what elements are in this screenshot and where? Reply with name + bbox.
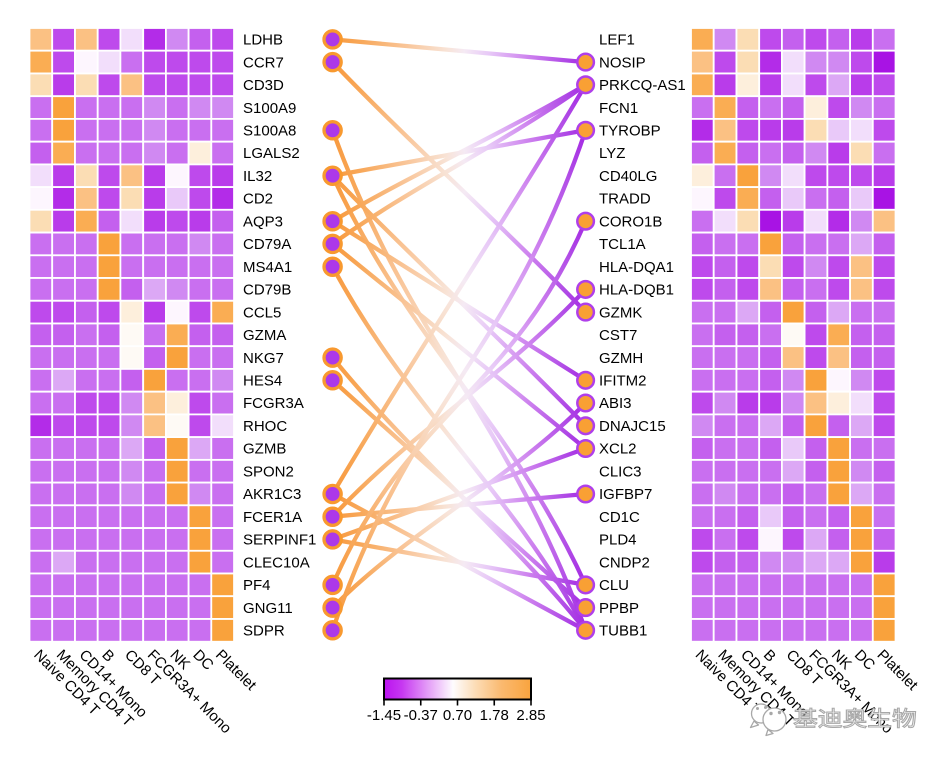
svg-text:LDHB: LDHB bbox=[243, 32, 283, 49]
svg-text:GZMK: GZMK bbox=[599, 304, 642, 321]
svg-text:SDPR: SDPR bbox=[243, 623, 285, 640]
svg-text:LYZ: LYZ bbox=[599, 145, 625, 162]
svg-text:0.70: 0.70 bbox=[443, 707, 472, 724]
svg-text:IGFBP7: IGFBP7 bbox=[599, 486, 652, 503]
svg-text:PPBP: PPBP bbox=[599, 600, 639, 617]
svg-text:1.78: 1.78 bbox=[480, 707, 509, 724]
svg-text:SPON2: SPON2 bbox=[243, 463, 294, 480]
svg-text:LEF1: LEF1 bbox=[599, 32, 635, 49]
svg-text:S100A9: S100A9 bbox=[243, 100, 296, 117]
svg-text:CLIC3: CLIC3 bbox=[599, 463, 642, 480]
svg-text:AKR1C3: AKR1C3 bbox=[243, 486, 301, 503]
svg-text:HLA-DQA1: HLA-DQA1 bbox=[599, 259, 674, 276]
svg-text:CORO1B: CORO1B bbox=[599, 213, 662, 230]
svg-text:CLEC10A: CLEC10A bbox=[243, 554, 310, 571]
svg-text:DNAJC15: DNAJC15 bbox=[599, 418, 666, 435]
svg-text:RHOC: RHOC bbox=[243, 418, 287, 435]
svg-text:IFITM2: IFITM2 bbox=[599, 373, 647, 390]
svg-text:CD79B: CD79B bbox=[243, 282, 291, 299]
svg-text:ABI3: ABI3 bbox=[599, 395, 632, 412]
svg-text:NOSIP: NOSIP bbox=[599, 54, 646, 71]
svg-text:GZMA: GZMA bbox=[243, 327, 286, 344]
svg-text:S100A8: S100A8 bbox=[243, 123, 296, 140]
svg-text:FCER1A: FCER1A bbox=[243, 509, 302, 526]
svg-text:TRADD: TRADD bbox=[599, 191, 651, 208]
svg-text:PF4: PF4 bbox=[243, 577, 271, 594]
svg-text:-1.45: -1.45 bbox=[367, 707, 401, 724]
svg-text:IL32: IL32 bbox=[243, 168, 272, 185]
svg-text:TYROBP: TYROBP bbox=[599, 123, 661, 140]
svg-text:XCL2: XCL2 bbox=[599, 441, 637, 458]
svg-text:CD1C: CD1C bbox=[599, 509, 640, 526]
svg-text:AQP3: AQP3 bbox=[243, 213, 283, 230]
svg-text:CNDP2: CNDP2 bbox=[599, 554, 650, 571]
svg-text:FCGR3A: FCGR3A bbox=[243, 395, 304, 412]
svg-text:基迪奥生物: 基迪奥生物 bbox=[793, 707, 917, 731]
svg-text:CST7: CST7 bbox=[599, 327, 637, 344]
svg-text:GNG11: GNG11 bbox=[243, 600, 293, 617]
svg-text:-0.37: -0.37 bbox=[404, 707, 438, 724]
svg-text:PRKCQ-AS1: PRKCQ-AS1 bbox=[599, 77, 686, 94]
svg-text:TCL1A: TCL1A bbox=[599, 236, 646, 253]
svg-text:HLA-DQB1: HLA-DQB1 bbox=[599, 282, 674, 299]
svg-text:GZMB: GZMB bbox=[243, 441, 286, 458]
svg-text:GZMH: GZMH bbox=[599, 350, 643, 367]
svg-text:FCN1: FCN1 bbox=[599, 100, 638, 117]
svg-text:CCL5: CCL5 bbox=[243, 304, 281, 321]
svg-text:2.85: 2.85 bbox=[516, 707, 545, 724]
svg-text:NKG7: NKG7 bbox=[243, 350, 284, 367]
svg-text:CD3D: CD3D bbox=[243, 77, 284, 94]
svg-text:MS4A1: MS4A1 bbox=[243, 259, 292, 276]
svg-text:CD2: CD2 bbox=[243, 191, 273, 208]
svg-text:SERPINF1: SERPINF1 bbox=[243, 532, 316, 549]
svg-text:CLU: CLU bbox=[599, 577, 629, 594]
svg-text:HES4: HES4 bbox=[243, 373, 282, 390]
svg-text:CCR7: CCR7 bbox=[243, 54, 284, 71]
svg-text:PLD4: PLD4 bbox=[599, 532, 637, 549]
svg-text:TUBB1: TUBB1 bbox=[599, 623, 647, 640]
svg-text:CD79A: CD79A bbox=[243, 236, 291, 253]
svg-text:LGALS2: LGALS2 bbox=[243, 145, 300, 162]
svg-text:CD40LG: CD40LG bbox=[599, 168, 657, 185]
